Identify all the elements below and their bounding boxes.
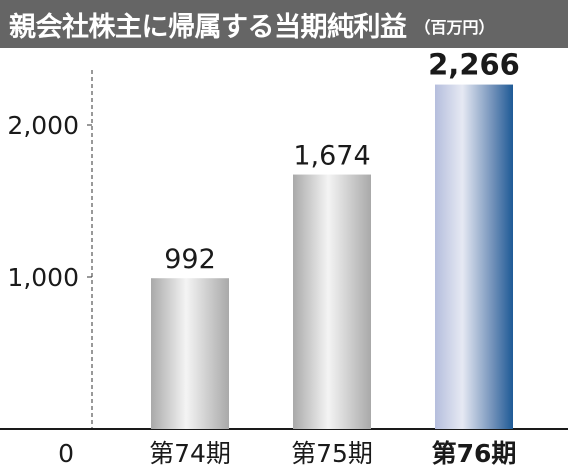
y-tick-label: 1,000	[7, 263, 79, 292]
bar	[151, 278, 229, 429]
bar	[293, 174, 371, 429]
bar-chart: 0 1,000 2,000 992 第74期 1,674 第75期 2,266 第76期	[0, 48, 568, 468]
chart-header: 親会社株主に帰属する当期純利益 （百万円）	[0, 0, 568, 48]
unit-label: （百万円）	[414, 18, 495, 37]
y-tick-label: 0	[58, 439, 74, 468]
x-tick-label: 第75期	[291, 439, 373, 468]
data-label: 1,674	[293, 141, 370, 172]
bar	[435, 84, 513, 430]
data-label: 2,266	[428, 48, 520, 82]
data-label: 992	[164, 244, 216, 275]
x-tick-label: 第76期	[432, 439, 517, 468]
chart-title: 親会社株主に帰属する当期純利益	[9, 11, 407, 43]
y-tick-label: 2,000	[7, 111, 79, 140]
x-tick-label: 第74期	[149, 439, 231, 468]
